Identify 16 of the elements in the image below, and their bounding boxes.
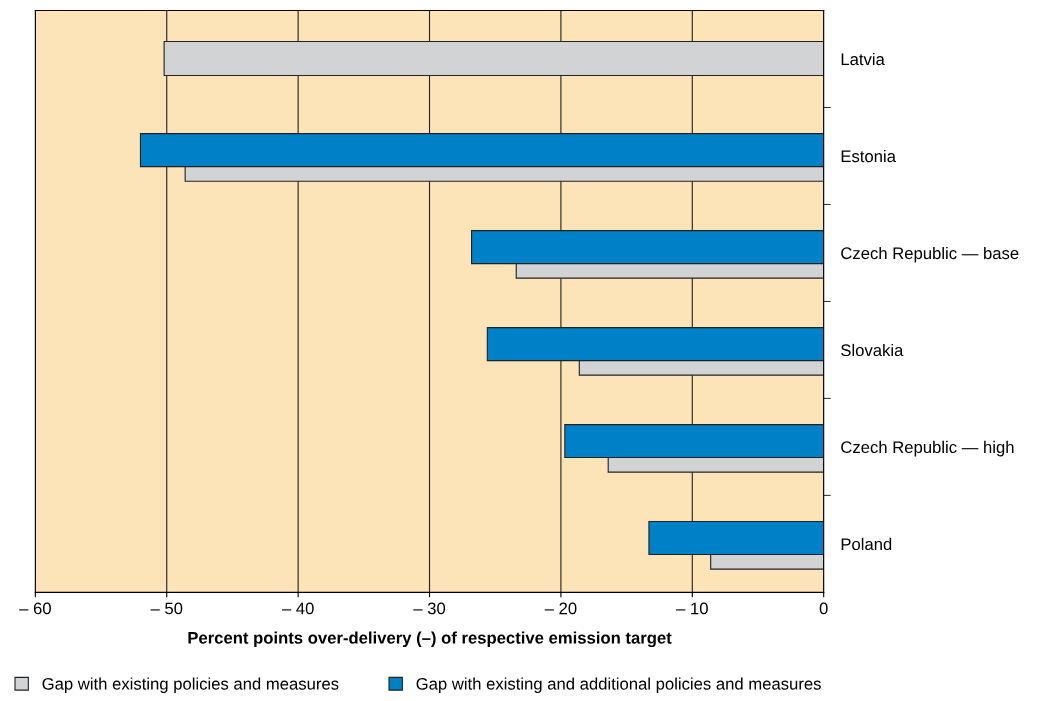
y-tick-label: Latvia <box>841 52 885 66</box>
y-tick-label: Estonia <box>841 149 896 163</box>
y-tick-label: Czech Republic — high <box>841 440 1014 457</box>
legend-label: Gap with existing policies and measures <box>42 677 339 694</box>
y-tick-label: Slovakia <box>841 343 904 357</box>
x-tick-label: – 30 <box>413 602 446 615</box>
x-tick-label: – 60 <box>19 602 51 615</box>
x-axis-title: Percent points over-delivery (–) of respective emission target <box>188 631 672 648</box>
x-tick-label: – 10 <box>676 602 708 615</box>
x-tick-label: – 50 <box>150 602 183 615</box>
x-tick-label: – 20 <box>544 602 577 615</box>
x-tick-label: – 40 <box>281 602 314 615</box>
legend-label: Gap with existing and additional policies and measures <box>416 677 821 694</box>
x-tick-label: 0 <box>819 602 828 615</box>
y-tick-label: Czech Republic — base <box>841 246 1019 263</box>
y-tick-label: Poland <box>841 537 892 551</box>
